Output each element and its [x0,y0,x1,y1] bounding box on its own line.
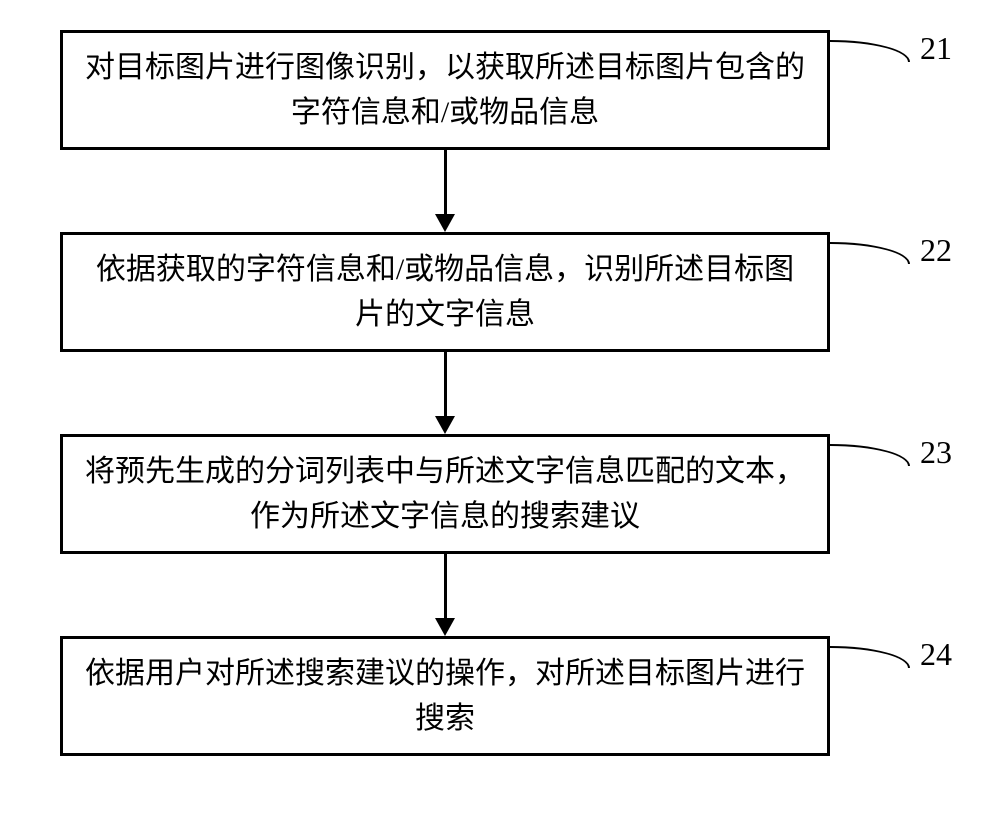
arrow-line [444,150,447,216]
step-label-22: 22 [920,232,952,269]
arrow-line [444,554,447,620]
step-label-23: 23 [920,434,952,471]
flowchart-canvas: 对目标图片进行图像识别，以获取所述目标图片包含的字符信息和/或物品信息 21 依据获… [0,0,1000,828]
arrow-line [444,352,447,418]
arrow-head-icon [435,214,455,232]
leader-line [830,646,910,668]
leader-line [830,242,910,264]
step-text: 依据获取的字符信息和/或物品信息，识别所述目标图片的文字信息 [83,247,807,337]
step-label-24: 24 [920,636,952,673]
flow-step-22: 依据获取的字符信息和/或物品信息，识别所述目标图片的文字信息 [60,232,830,352]
leader-line [830,40,910,62]
arrow-head-icon [435,416,455,434]
flow-step-23: 将预先生成的分词列表中与所述文字信息匹配的文本，作为所述文字信息的搜索建议 [60,434,830,554]
step-label-21: 21 [920,30,952,67]
arrow-head-icon [435,618,455,636]
step-text: 将预先生成的分词列表中与所述文字信息匹配的文本，作为所述文字信息的搜索建议 [83,449,807,539]
leader-line [830,444,910,466]
flow-step-24: 依据用户对所述搜索建议的操作，对所述目标图片进行搜索 [60,636,830,756]
step-text: 对目标图片进行图像识别，以获取所述目标图片包含的字符信息和/或物品信息 [83,45,807,135]
step-text: 依据用户对所述搜索建议的操作，对所述目标图片进行搜索 [83,651,807,741]
flow-step-21: 对目标图片进行图像识别，以获取所述目标图片包含的字符信息和/或物品信息 [60,30,830,150]
